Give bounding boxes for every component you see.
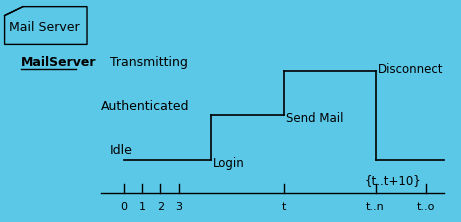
Text: 2: 2 xyxy=(157,202,164,212)
Text: 0: 0 xyxy=(120,202,127,212)
Text: Send Mail: Send Mail xyxy=(286,112,344,125)
Text: Disconnect: Disconnect xyxy=(378,63,443,76)
Text: t: t xyxy=(282,202,286,212)
Text: t..n: t..n xyxy=(366,202,385,212)
Text: 1: 1 xyxy=(138,202,146,212)
Text: 3: 3 xyxy=(175,202,182,212)
Text: t..o: t..o xyxy=(417,202,435,212)
Text: Authenticated: Authenticated xyxy=(101,100,189,113)
Polygon shape xyxy=(5,7,87,44)
Text: MailServer: MailServer xyxy=(21,56,96,69)
Text: Mail Server: Mail Server xyxy=(9,21,80,34)
Text: Transmitting: Transmitting xyxy=(110,56,188,69)
Text: Idle: Idle xyxy=(110,145,133,157)
Text: Login: Login xyxy=(213,157,245,170)
Text: {t..t+10}: {t..t+10} xyxy=(364,174,421,187)
